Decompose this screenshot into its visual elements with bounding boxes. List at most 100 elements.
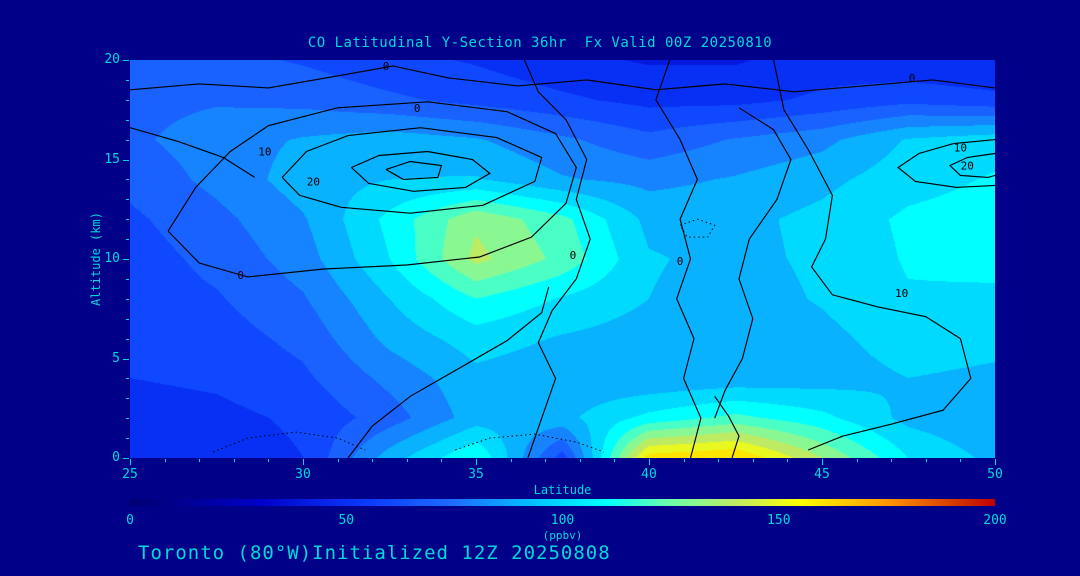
y-axis-tick [126,278,129,280]
x-axis-tick [130,459,131,465]
x-axis-tick [441,459,443,462]
x-axis-tick [406,459,408,462]
x-axis-tick [164,459,166,462]
colorbar-tick-label: 150 [767,513,791,528]
contour-overlay: 0 0 10 20 0 0 0 0 10 10 20 [130,60,995,458]
colorbar-tick-label: 0 [126,513,134,528]
y-axis-tick-label: 5 [112,350,120,366]
x-axis-tick [856,459,858,462]
contour-label: 0 [383,60,390,73]
contour-label: 10 [895,287,908,300]
y-axis-tick-label: 10 [104,251,120,266]
y-axis-tick [126,398,129,400]
x-axis-tick-label: 40 [641,467,657,482]
y-axis-tick [126,378,129,380]
contour-label: 0 [414,102,421,115]
contour-line [655,60,702,458]
plot-area: 0 0 10 20 0 0 0 0 10 10 20 [130,60,995,458]
contour-line [679,218,716,238]
y-axis-tick [126,139,129,141]
y-axis-tick [126,179,129,181]
y-axis-tick [126,99,129,101]
x-axis-tick [372,459,374,462]
y-axis-tick [126,119,129,121]
x-axis-tick [268,459,270,462]
x-axis-tick [510,459,512,462]
x-axis-tick-label: 30 [295,467,311,482]
x-axis-tick [579,459,581,462]
contour-label: 20 [961,160,974,173]
x-axis-tick [545,459,547,462]
y-axis-tick [126,318,129,320]
x-axis-label: Latitude [533,483,592,497]
contour-line [948,152,995,178]
contour-line [347,286,550,458]
contour-line [281,127,543,214]
contour-line [130,65,995,93]
y-axis-tick-label: 15 [104,151,120,167]
contour-label: 0 [237,269,244,282]
colorbar [130,499,995,506]
x-axis-tick [995,459,996,465]
x-axis-tick [822,459,823,465]
contour-label: 0 [677,255,684,268]
x-axis-tick [337,459,339,462]
x-axis-tick [752,459,754,462]
y-axis-tick [123,159,129,161]
contour-label: 10 [258,146,271,159]
y-axis-tick [123,458,129,459]
contour-line [897,139,995,188]
x-axis-tick [787,459,789,462]
x-axis-tick-label: 35 [468,467,484,482]
contour-line [714,395,740,458]
contour-line [212,431,366,453]
y-axis-tick [123,60,129,61]
x-axis-tick [649,459,650,465]
contour-line [167,101,577,278]
x-axis-tick [199,459,201,462]
y-axis-tick [126,338,129,340]
x-axis-tick [683,459,685,462]
x-axis-tick-label: 25 [122,467,138,482]
colorbar-tick-label: 100 [550,513,575,528]
y-axis-tick-label: 0 [112,450,120,465]
x-axis-tick [303,459,304,465]
y-axis-tick [126,438,129,440]
y-axis-tick-label: 20 [104,52,120,67]
chart-title: CO Latitudinal Y-Section 36hr Fx Valid 0… [307,35,773,51]
y-axis-tick [126,79,129,81]
x-axis-tick [925,459,927,462]
contour-line [714,107,792,419]
y-axis-tick [126,239,129,241]
y-axis-tick [126,199,129,201]
contour-line [130,127,255,178]
contour-label: 10 [954,142,967,155]
contour-line [523,60,591,458]
y-axis-tick [126,298,129,300]
colorbar-tick-label: 50 [338,513,355,528]
y-axis-tick [123,259,129,260]
contour-line [385,160,443,180]
x-axis-tick [718,459,720,462]
x-axis-tick [233,459,235,462]
contour-label: 0 [909,72,916,85]
colorbar-units-label: (ppbv) [542,529,583,542]
contour-line [351,150,491,192]
y-axis-tick [126,418,129,420]
colorbar-tick-label: 200 [983,513,1007,528]
x-axis-tick [614,459,616,462]
contour-label: 20 [307,175,320,188]
contour-label: 0 [570,249,577,262]
x-axis-tick [891,459,893,462]
contour-line [773,60,972,451]
y-axis-tick [123,358,129,360]
heatmap-field-canvas [130,60,995,458]
x-axis-tick-label: 45 [814,467,830,482]
contour-line [455,433,605,453]
y-axis-tick [126,219,129,221]
run-info-caption: Toronto (80°W)Initialized 12Z 20250808 [138,542,611,564]
x-axis-tick [960,459,962,462]
x-axis-tick [476,459,477,465]
x-axis-tick-label: 50 [987,467,1003,482]
